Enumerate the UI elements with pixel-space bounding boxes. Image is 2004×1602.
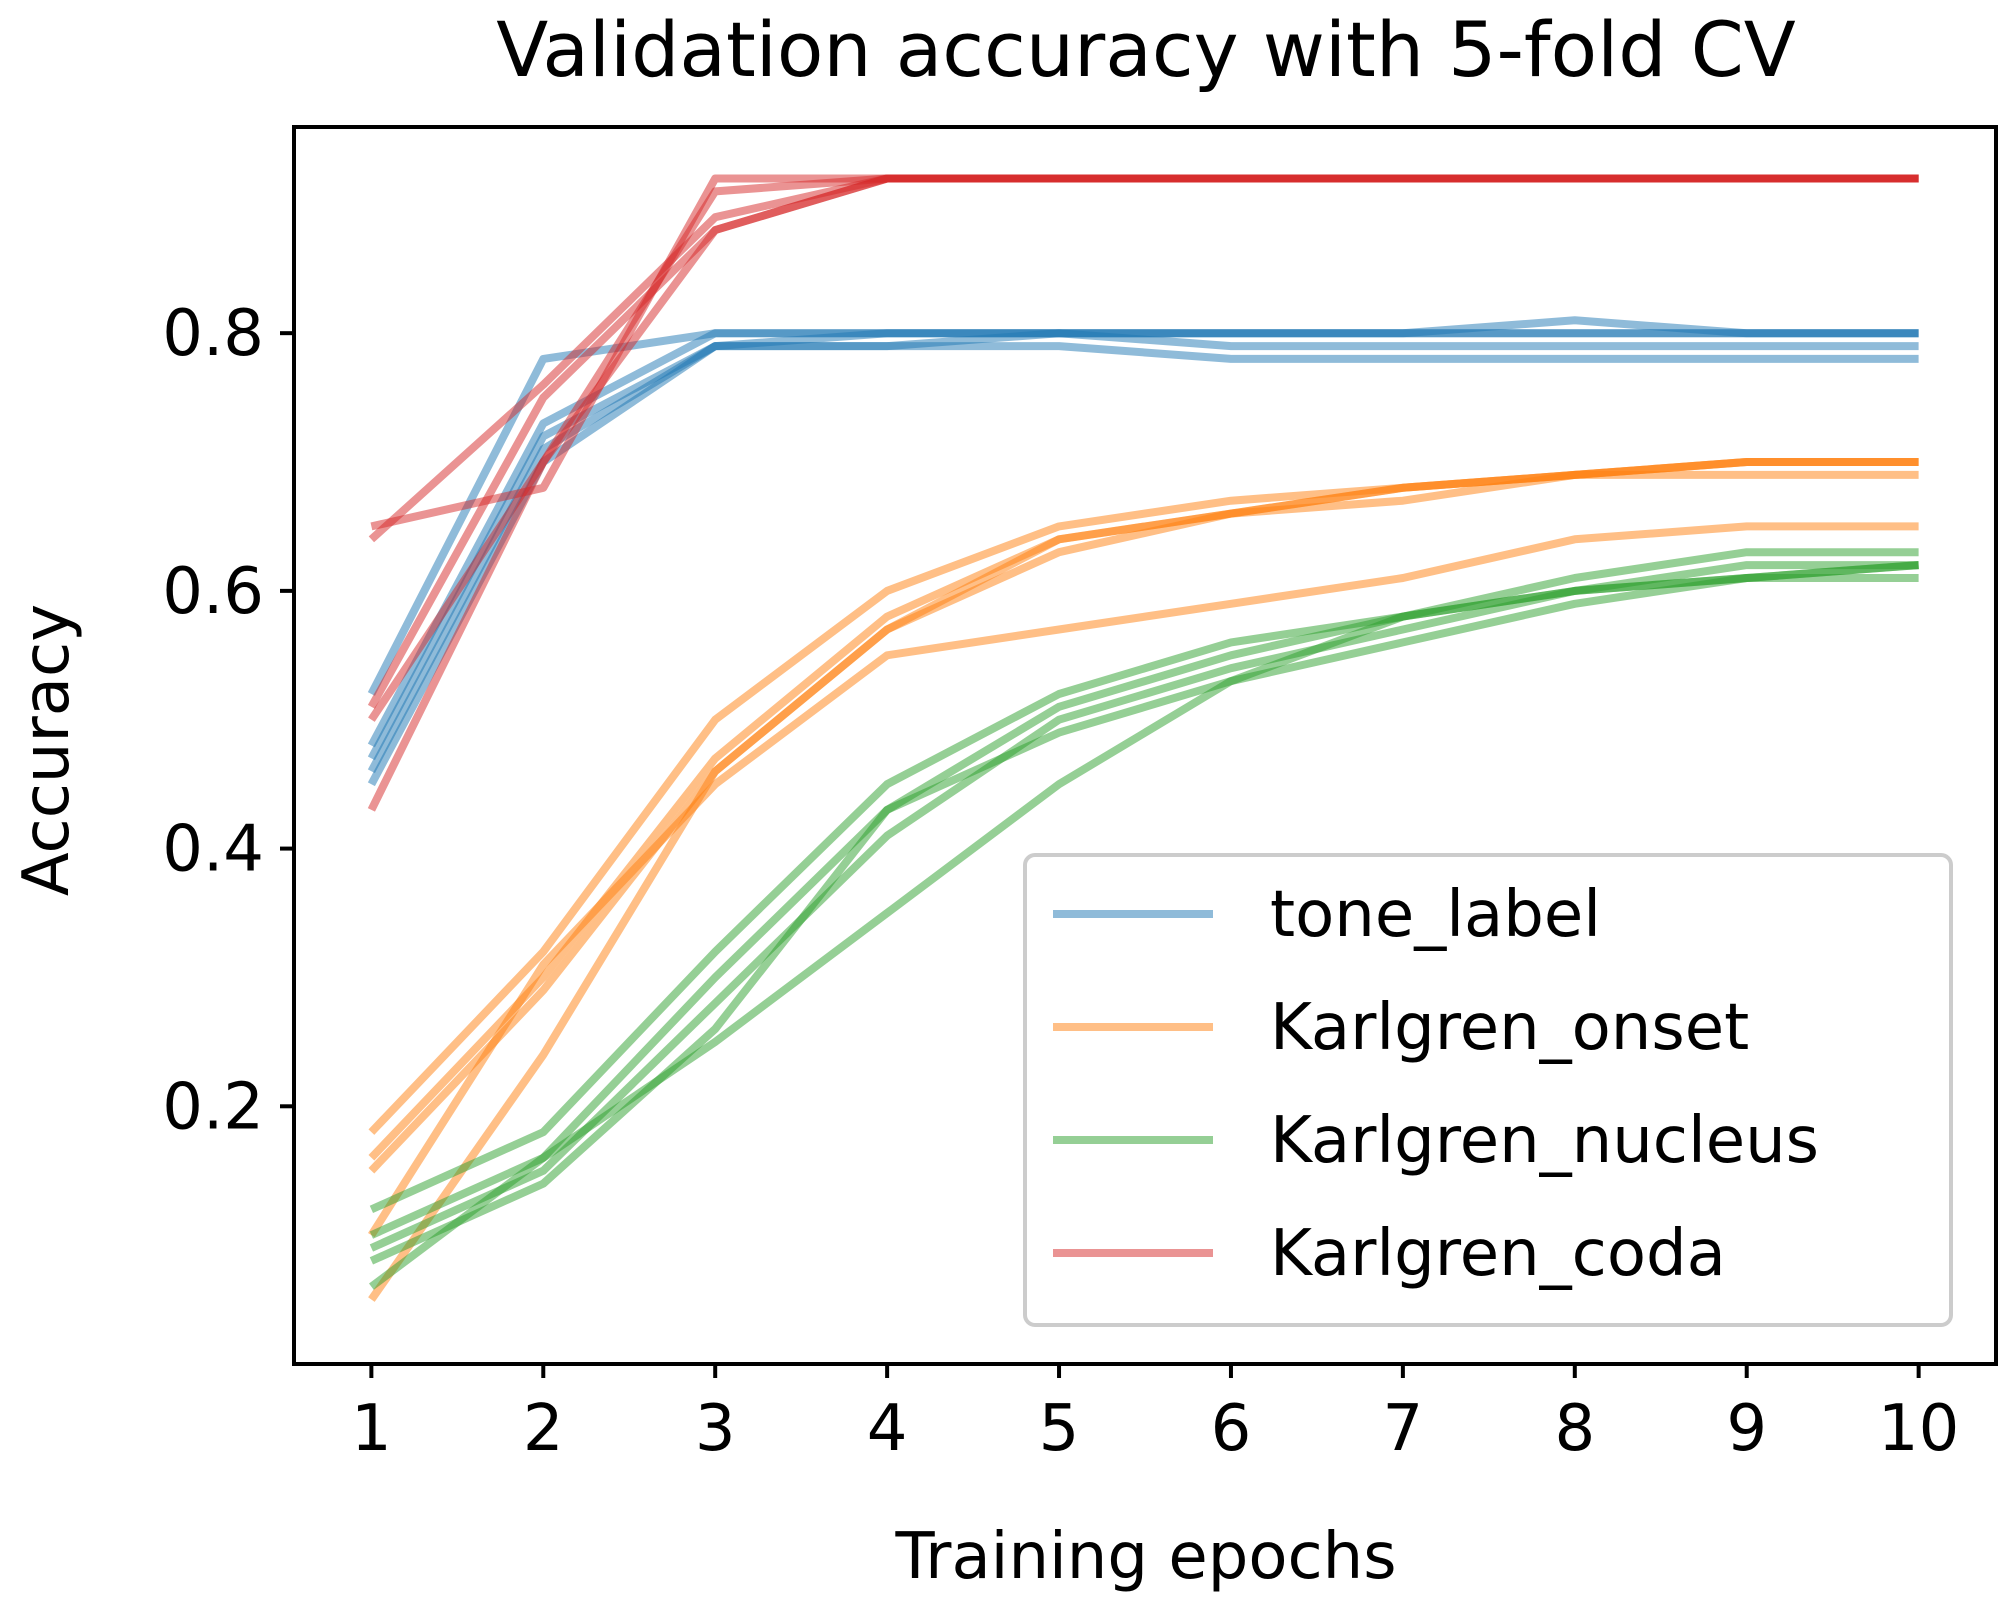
y-tick-label: 0.6	[162, 555, 264, 629]
plot-frame	[292, 125, 1998, 1366]
legend-label-Karlgren_nucleus: Karlgren_nucleus	[1270, 1104, 1819, 1178]
x-axis-label: Training epochs	[894, 1520, 1396, 1594]
series-line-Karlgren_nucleus-fold-4	[369, 574, 1919, 1265]
y-tick-label: 0.4	[162, 813, 264, 887]
series-line-tone_label-fold-2	[367, 329, 1919, 748]
lines-layer	[367, 174, 1919, 1302]
x-tick-label: 10	[1878, 1392, 1959, 1466]
series-line-tone_label-fold-3	[367, 342, 1919, 761]
x-tick-label: 9	[1726, 1392, 1767, 1466]
series-line-Karlgren_onset-fold-3	[368, 470, 1919, 1174]
chart-title: Validation accuracy with 5-fold CV	[496, 5, 1796, 94]
x-tick-label: 5	[1039, 1392, 1080, 1466]
series-Karlgren_nucleus	[369, 548, 1919, 1290]
series-line-Karlgren_nucleus-fold-2	[369, 561, 1919, 1239]
y-tick-label: 0.8	[162, 297, 264, 371]
series-line-Karlgren_onset-fold-5	[368, 458, 1919, 1302]
x-tick-label: 8	[1554, 1392, 1595, 1466]
legend-label-Karlgren_coda: Karlgren_coda	[1270, 1217, 1726, 1291]
series-line-Karlgren_coda-fold-5	[367, 174, 1919, 812]
y-axis-label: Accuracy	[10, 604, 84, 896]
series-line-tone_label-fold-5	[367, 316, 1919, 787]
series-Karlgren_coda	[367, 174, 1919, 812]
legend-label-tone_label: tone_label	[1270, 878, 1601, 952]
x-tick-label: 4	[867, 1392, 908, 1466]
x-tick-label: 2	[523, 1392, 564, 1466]
series-line-Karlgren_onset-fold-4	[368, 522, 1919, 1238]
legend-label-Karlgren_onset: Karlgren_onset	[1270, 991, 1749, 1065]
x-tick-label: 7	[1383, 1392, 1424, 1466]
x-axis: 1 2 3 4 5 6 7 8 9 10	[351, 1364, 1959, 1466]
series-Karlgren_onset	[368, 458, 1919, 1302]
legend: tone_label Karlgren_onset Karlgren_nucleus…	[1023, 853, 1953, 1327]
y-axis: 0.2 0.4 0.6 0.8	[162, 297, 294, 1144]
series-tone_label	[367, 316, 1919, 787]
legend-box	[1023, 853, 1953, 1327]
series-line-Karlgren_nucleus-fold-5	[369, 561, 1919, 1290]
x-tick-label: 1	[351, 1392, 392, 1466]
y-tick-label: 0.2	[162, 1070, 264, 1144]
x-tick-label: 6	[1211, 1392, 1252, 1466]
x-tick-label: 3	[695, 1392, 736, 1466]
series-line-Karlgren_nucleus-fold-1	[369, 548, 1919, 1214]
